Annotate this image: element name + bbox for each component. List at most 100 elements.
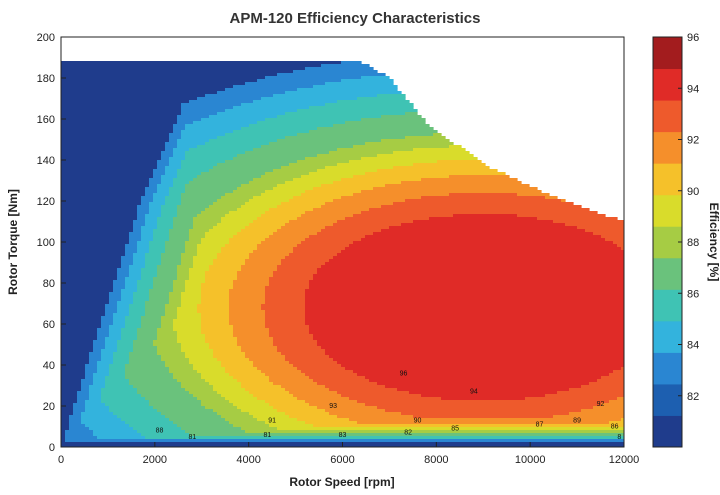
contour-cell	[61, 61, 66, 65]
contour-cell	[157, 211, 162, 215]
contour-cell	[153, 340, 158, 344]
contour-cell	[161, 157, 166, 161]
contour-cell	[105, 220, 110, 224]
contour-cell	[93, 232, 98, 236]
contour-cell	[181, 64, 186, 68]
contour-cell	[145, 403, 150, 407]
contour-cell	[65, 124, 70, 128]
contour-cell	[97, 154, 102, 158]
contour-cell	[81, 304, 86, 308]
contour-cell	[81, 88, 86, 92]
contour-cell	[177, 64, 182, 68]
contour-cell	[109, 442, 114, 446]
contour-cell	[113, 103, 118, 107]
contour-cell	[213, 124, 218, 128]
contour-cell	[173, 424, 178, 428]
contour-cell	[65, 229, 70, 233]
contour-cell	[181, 70, 186, 74]
contour-cell	[205, 445, 210, 447]
contour-cell	[117, 382, 122, 386]
contour-cell	[101, 172, 106, 176]
contour-cell	[89, 103, 94, 107]
contour-cell	[145, 325, 150, 329]
contour-cell	[97, 67, 102, 71]
contour-cell	[61, 139, 66, 143]
contour-cell	[185, 292, 190, 296]
contour-cell	[61, 109, 66, 113]
contour-cell	[213, 139, 218, 143]
contour-cell	[129, 100, 134, 104]
contour-cell	[201, 313, 206, 317]
contour-cell	[177, 349, 182, 353]
contour-cell	[161, 271, 166, 275]
contour-cell	[73, 349, 78, 353]
contour-cell	[133, 304, 138, 308]
contour-cell	[105, 400, 110, 404]
contour-cell	[153, 256, 158, 260]
contour-cell	[169, 157, 174, 161]
contour-cell	[177, 130, 182, 134]
contour-cell	[61, 184, 66, 188]
contour-cell	[77, 346, 82, 350]
contour-cell	[165, 124, 170, 128]
contour-cell	[181, 190, 186, 194]
contour-cell	[169, 442, 174, 446]
contour-cell	[109, 391, 114, 395]
contour-cell	[125, 184, 130, 188]
contour-cell	[177, 379, 182, 383]
contour-cell	[197, 412, 202, 416]
contour-cell	[177, 142, 182, 146]
contour-cell	[113, 442, 118, 446]
contour-cell	[205, 247, 210, 251]
contour-cell	[109, 91, 114, 95]
contour-cell	[101, 238, 106, 242]
contour-cell	[153, 322, 158, 326]
contour-cell	[157, 166, 162, 170]
contour-cell	[165, 313, 170, 317]
contour-cell	[181, 379, 186, 383]
contour-cell	[113, 244, 118, 248]
contour-cell	[181, 154, 186, 158]
contour-cell	[205, 316, 210, 320]
contour-cell	[157, 91, 162, 95]
contour-cell	[193, 91, 198, 95]
contour-cell	[101, 334, 106, 338]
contour-cell	[209, 271, 214, 275]
contour-cell	[157, 238, 162, 242]
contour-cell	[69, 94, 74, 98]
contour-cell	[117, 346, 122, 350]
contour-cell	[157, 298, 162, 302]
contour-cell	[137, 184, 142, 188]
contour-cell	[133, 232, 138, 236]
contour-cell	[185, 124, 190, 128]
contour-cell	[145, 145, 150, 149]
contour-cell	[145, 385, 150, 389]
contour-cell	[181, 265, 186, 269]
contour-cell	[197, 394, 202, 398]
contour-cell	[213, 178, 218, 182]
contour-cell	[85, 67, 90, 71]
contour-cell	[125, 400, 130, 404]
contour-cell	[133, 286, 138, 290]
contour-cell	[113, 370, 118, 374]
contour-cell	[137, 250, 142, 254]
contour-cell	[113, 409, 118, 413]
contour-cell	[97, 169, 102, 173]
contour-cell	[173, 367, 178, 371]
contour-cell	[209, 142, 214, 146]
contour-cell	[133, 310, 138, 314]
contour-cell	[133, 229, 138, 233]
contour-cell	[141, 244, 146, 248]
contour-cell	[201, 298, 206, 302]
contour-cell	[101, 319, 106, 323]
contour-cell	[137, 394, 142, 398]
contour-cell	[145, 250, 150, 254]
contour-cell	[205, 397, 210, 401]
contour-cell	[169, 415, 174, 419]
contour-cell	[65, 331, 70, 335]
contour-cell	[161, 277, 166, 281]
contour-cell	[101, 70, 106, 74]
contour-cell	[117, 310, 122, 314]
contour-cell	[141, 328, 146, 332]
contour-cell	[145, 220, 150, 224]
